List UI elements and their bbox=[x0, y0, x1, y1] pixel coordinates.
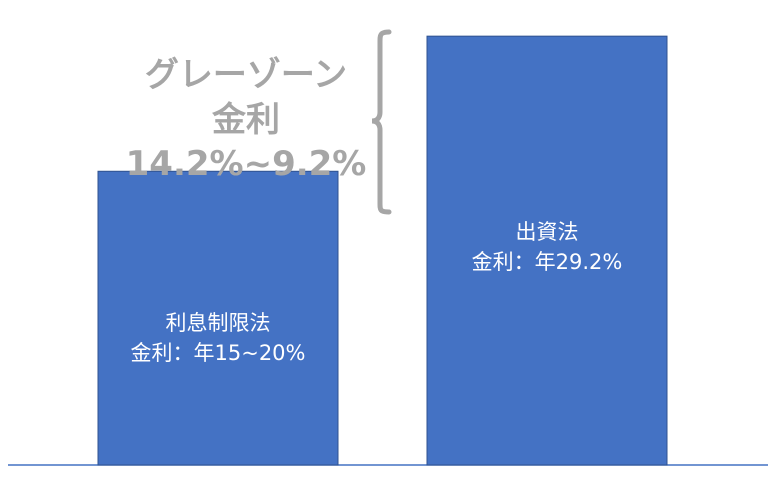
bar-2 bbox=[426, 35, 668, 466]
bar-1-label-line-1: 利息制限法 bbox=[166, 311, 271, 335]
gray-zone-bracket bbox=[371, 29, 392, 215]
bar-1 bbox=[97, 170, 339, 466]
gray-zone-subtitle: 金利 bbox=[211, 100, 280, 140]
gray-zone-annotation: グレーゾーン 金利 14.2%~9.2% bbox=[126, 55, 367, 184]
bar-2-label-line-1: 出資法 bbox=[516, 220, 579, 244]
bar-2-label-line-2: 金利：年29.2% bbox=[472, 250, 623, 274]
gray-zone-range: 14.2%~9.2% bbox=[126, 144, 367, 184]
gray-zone-title: グレーゾーン bbox=[145, 55, 347, 95]
bars-layer bbox=[97, 35, 668, 466]
bar-1-label-line-2: 金利：年15~20% bbox=[131, 341, 306, 365]
